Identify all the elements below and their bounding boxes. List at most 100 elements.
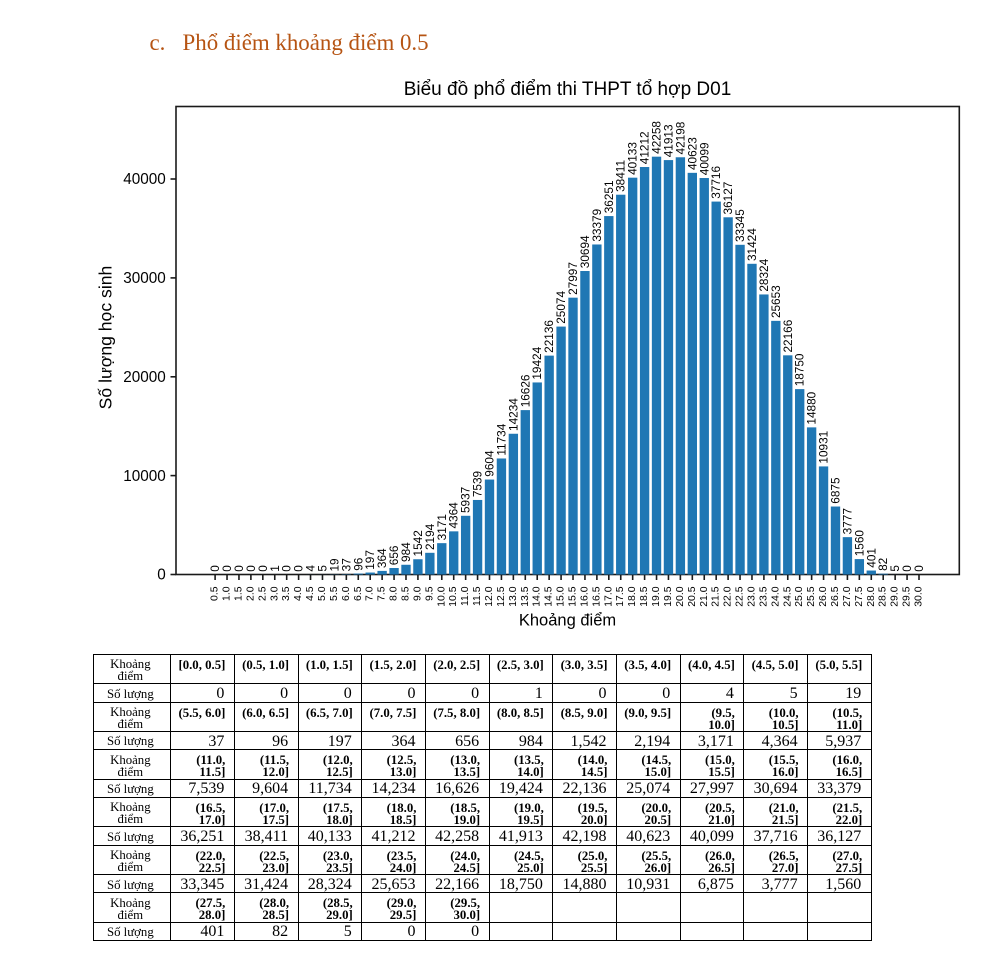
svg-text:Biểu đồ phổ điểm thi THPT tổ h: Biểu đồ phổ điểm thi THPT tổ hợp D01 <box>404 79 732 100</box>
svg-text:22.5: 22.5 <box>735 586 746 606</box>
svg-text:6.0: 6.0 <box>341 586 352 601</box>
svg-text:4: 4 <box>304 565 318 572</box>
svg-text:40000: 40000 <box>123 171 166 188</box>
svg-text:14234: 14234 <box>506 398 520 431</box>
svg-text:0: 0 <box>220 565 234 572</box>
svg-text:26.0: 26.0 <box>818 586 829 606</box>
svg-text:16626: 16626 <box>518 374 532 407</box>
svg-text:7.0: 7.0 <box>365 586 376 601</box>
svg-text:19.0: 19.0 <box>651 586 662 606</box>
svg-text:15.5: 15.5 <box>568 586 579 606</box>
svg-text:27.0: 27.0 <box>842 586 853 606</box>
svg-text:5.0: 5.0 <box>317 586 328 601</box>
svg-text:13.5: 13.5 <box>520 586 531 606</box>
svg-text:2194: 2194 <box>423 523 437 550</box>
svg-text:1560: 1560 <box>852 530 866 557</box>
svg-text:30.0: 30.0 <box>914 586 925 606</box>
svg-text:0: 0 <box>256 565 270 572</box>
svg-text:30694: 30694 <box>578 235 592 268</box>
svg-text:21.0: 21.0 <box>699 586 710 606</box>
svg-text:31424: 31424 <box>745 228 759 261</box>
svg-text:5: 5 <box>315 565 329 572</box>
svg-text:6.5: 6.5 <box>353 586 364 601</box>
svg-text:0.5: 0.5 <box>210 586 221 601</box>
svg-text:40623: 40623 <box>685 137 699 170</box>
svg-text:4364: 4364 <box>447 502 461 529</box>
svg-text:22.0: 22.0 <box>723 586 734 606</box>
svg-text:656: 656 <box>387 545 401 565</box>
svg-text:14880: 14880 <box>805 391 819 424</box>
svg-text:24.0: 24.0 <box>770 586 781 606</box>
svg-text:12.5: 12.5 <box>496 586 507 606</box>
svg-text:17.0: 17.0 <box>603 586 614 606</box>
svg-text:4.5: 4.5 <box>305 586 316 601</box>
svg-text:23.0: 23.0 <box>746 586 757 606</box>
svg-text:38411: 38411 <box>614 160 628 192</box>
svg-text:21.5: 21.5 <box>711 586 722 606</box>
svg-text:0: 0 <box>280 565 294 572</box>
svg-text:29.0: 29.0 <box>890 586 901 606</box>
svg-text:19.5: 19.5 <box>663 586 674 606</box>
svg-text:30000: 30000 <box>123 270 166 287</box>
svg-text:42198: 42198 <box>673 121 687 154</box>
svg-text:11.0: 11.0 <box>460 586 471 606</box>
svg-text:10.5: 10.5 <box>448 586 459 606</box>
svg-text:8.0: 8.0 <box>389 586 400 601</box>
svg-text:3171: 3171 <box>435 514 449 540</box>
svg-text:37: 37 <box>339 558 353 571</box>
svg-text:0: 0 <box>232 565 246 572</box>
svg-text:28.0: 28.0 <box>866 586 877 606</box>
svg-text:364: 364 <box>375 548 389 568</box>
svg-text:15.0: 15.0 <box>556 586 567 606</box>
svg-text:7.5: 7.5 <box>377 586 388 601</box>
svg-text:984: 984 <box>399 542 413 562</box>
svg-text:19424: 19424 <box>530 346 544 379</box>
svg-text:18.5: 18.5 <box>639 586 650 606</box>
svg-text:25.5: 25.5 <box>806 586 817 606</box>
svg-text:11.5: 11.5 <box>472 586 483 606</box>
svg-text:4.0: 4.0 <box>293 586 304 601</box>
svg-text:27997: 27997 <box>566 262 580 295</box>
svg-text:0: 0 <box>244 565 258 572</box>
svg-text:1: 1 <box>268 565 282 572</box>
svg-text:25074: 25074 <box>554 291 568 324</box>
svg-text:2.5: 2.5 <box>257 586 268 601</box>
svg-text:18750: 18750 <box>793 353 807 386</box>
svg-text:5: 5 <box>888 565 902 572</box>
svg-text:82: 82 <box>876 558 890 571</box>
svg-text:0: 0 <box>912 565 926 572</box>
svg-text:41212: 41212 <box>638 131 652 164</box>
svg-text:9.0: 9.0 <box>412 586 423 601</box>
svg-text:11734: 11734 <box>494 423 508 455</box>
svg-text:0: 0 <box>900 565 914 572</box>
svg-text:0: 0 <box>292 565 306 572</box>
svg-text:Số lượng học sinh: Số lượng học sinh <box>96 266 116 410</box>
svg-text:96: 96 <box>351 557 365 571</box>
svg-text:8.5: 8.5 <box>400 586 411 601</box>
svg-text:9604: 9604 <box>483 450 497 477</box>
svg-text:3.0: 3.0 <box>269 586 280 601</box>
svg-text:25.0: 25.0 <box>794 586 805 606</box>
svg-text:1542: 1542 <box>411 530 425 556</box>
svg-text:10.0: 10.0 <box>436 586 447 606</box>
svg-text:28.5: 28.5 <box>878 586 889 606</box>
svg-text:27.5: 27.5 <box>854 586 865 606</box>
svg-text:23.5: 23.5 <box>758 586 769 606</box>
svg-text:33345: 33345 <box>733 209 747 242</box>
svg-text:28324: 28324 <box>757 258 771 291</box>
svg-text:25653: 25653 <box>769 285 783 318</box>
svg-text:0: 0 <box>157 567 166 584</box>
svg-text:1.5: 1.5 <box>233 586 244 601</box>
svg-text:7539: 7539 <box>471 471 485 497</box>
svg-text:36251: 36251 <box>602 180 616 213</box>
svg-text:2.0: 2.0 <box>245 586 256 601</box>
svg-text:9.5: 9.5 <box>424 586 435 601</box>
svg-text:1.0: 1.0 <box>222 586 233 601</box>
svg-text:16.0: 16.0 <box>579 586 590 606</box>
svg-text:401: 401 <box>864 548 878 568</box>
svg-text:3.5: 3.5 <box>281 586 292 601</box>
svg-text:17.5: 17.5 <box>615 586 626 606</box>
svg-text:41913: 41913 <box>661 124 675 157</box>
svg-text:42258: 42258 <box>650 121 664 154</box>
svg-text:12.0: 12.0 <box>484 586 495 606</box>
